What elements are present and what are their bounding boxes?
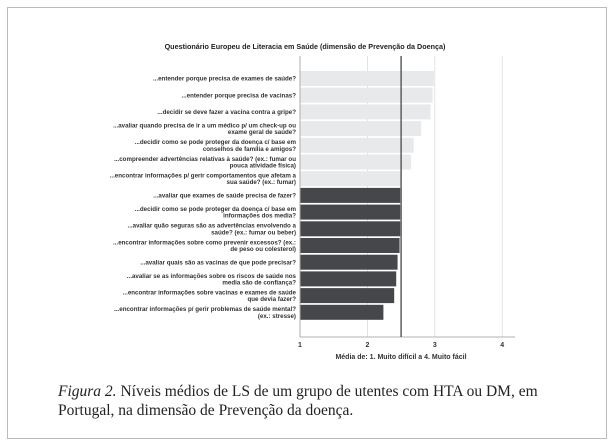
category-label: ...encontrar informações p/ gerir compor… bbox=[110, 173, 297, 187]
x-tick-label: 3 bbox=[433, 342, 437, 349]
bar bbox=[300, 304, 384, 320]
x-tick-label: 4 bbox=[500, 342, 504, 349]
bar bbox=[300, 204, 401, 220]
category-label: ...encontrar informações sobre como prev… bbox=[113, 239, 296, 253]
category-label: ...avaliar quais são as vacinas de que p… bbox=[140, 259, 296, 266]
bar bbox=[300, 121, 422, 137]
bar bbox=[300, 238, 400, 253]
bar bbox=[300, 154, 412, 170]
x-tick-label: 1 bbox=[298, 342, 302, 349]
category-label: ...decidir como se pode proteger da doen… bbox=[135, 139, 297, 153]
category-label: ...encontrar informações p/ gerir proble… bbox=[114, 306, 296, 320]
category-label: ...compreender advertências relativas à … bbox=[114, 156, 296, 170]
category-label: ...avaliar se as informações sobre os ri… bbox=[127, 273, 297, 287]
x-axis-title: Média de: 1. Muito difícil a 4. Muito fá… bbox=[335, 354, 466, 361]
category-label: ...avaliar quando precisa de ir a um méd… bbox=[113, 123, 296, 137]
bar bbox=[300, 288, 395, 304]
bar bbox=[300, 254, 398, 270]
bar bbox=[300, 187, 401, 203]
bar bbox=[300, 271, 397, 287]
category-label: ...avaliar que exames de saúde precisa d… bbox=[153, 193, 296, 200]
chart-title: Questionário Europeu de Literacia em Saú… bbox=[165, 42, 446, 51]
category-label: ...avaliar quão seguras são as advertênc… bbox=[127, 223, 296, 237]
bar bbox=[300, 104, 431, 120]
category-label: ...decidir se deve fazer a vacina contra… bbox=[157, 109, 296, 116]
x-tick-label: 2 bbox=[365, 342, 369, 349]
bar-chart: Questionário Europeu de Literacia em Saú… bbox=[110, 42, 515, 361]
bar bbox=[300, 137, 414, 153]
caption-label: Figura 2. bbox=[58, 383, 117, 400]
category-label: ...entender porque precisa de exames de … bbox=[153, 76, 296, 83]
caption-text: Níveis médios de LS de um grupo de utent… bbox=[58, 383, 538, 419]
bar bbox=[300, 221, 401, 237]
category-label: ...encontrar informações sobre vacinas e… bbox=[123, 290, 297, 304]
bar bbox=[300, 71, 434, 86]
figure-caption: Figura 2. Níveis médios de LS de um grup… bbox=[58, 382, 578, 420]
category-label: ...decidir como se pode proteger da doen… bbox=[135, 206, 297, 220]
bar bbox=[300, 171, 402, 187]
figure-frame bbox=[7, 7, 607, 439]
category-label: ...entender porque precisa de vacinas? bbox=[181, 92, 296, 99]
bar bbox=[300, 87, 433, 103]
